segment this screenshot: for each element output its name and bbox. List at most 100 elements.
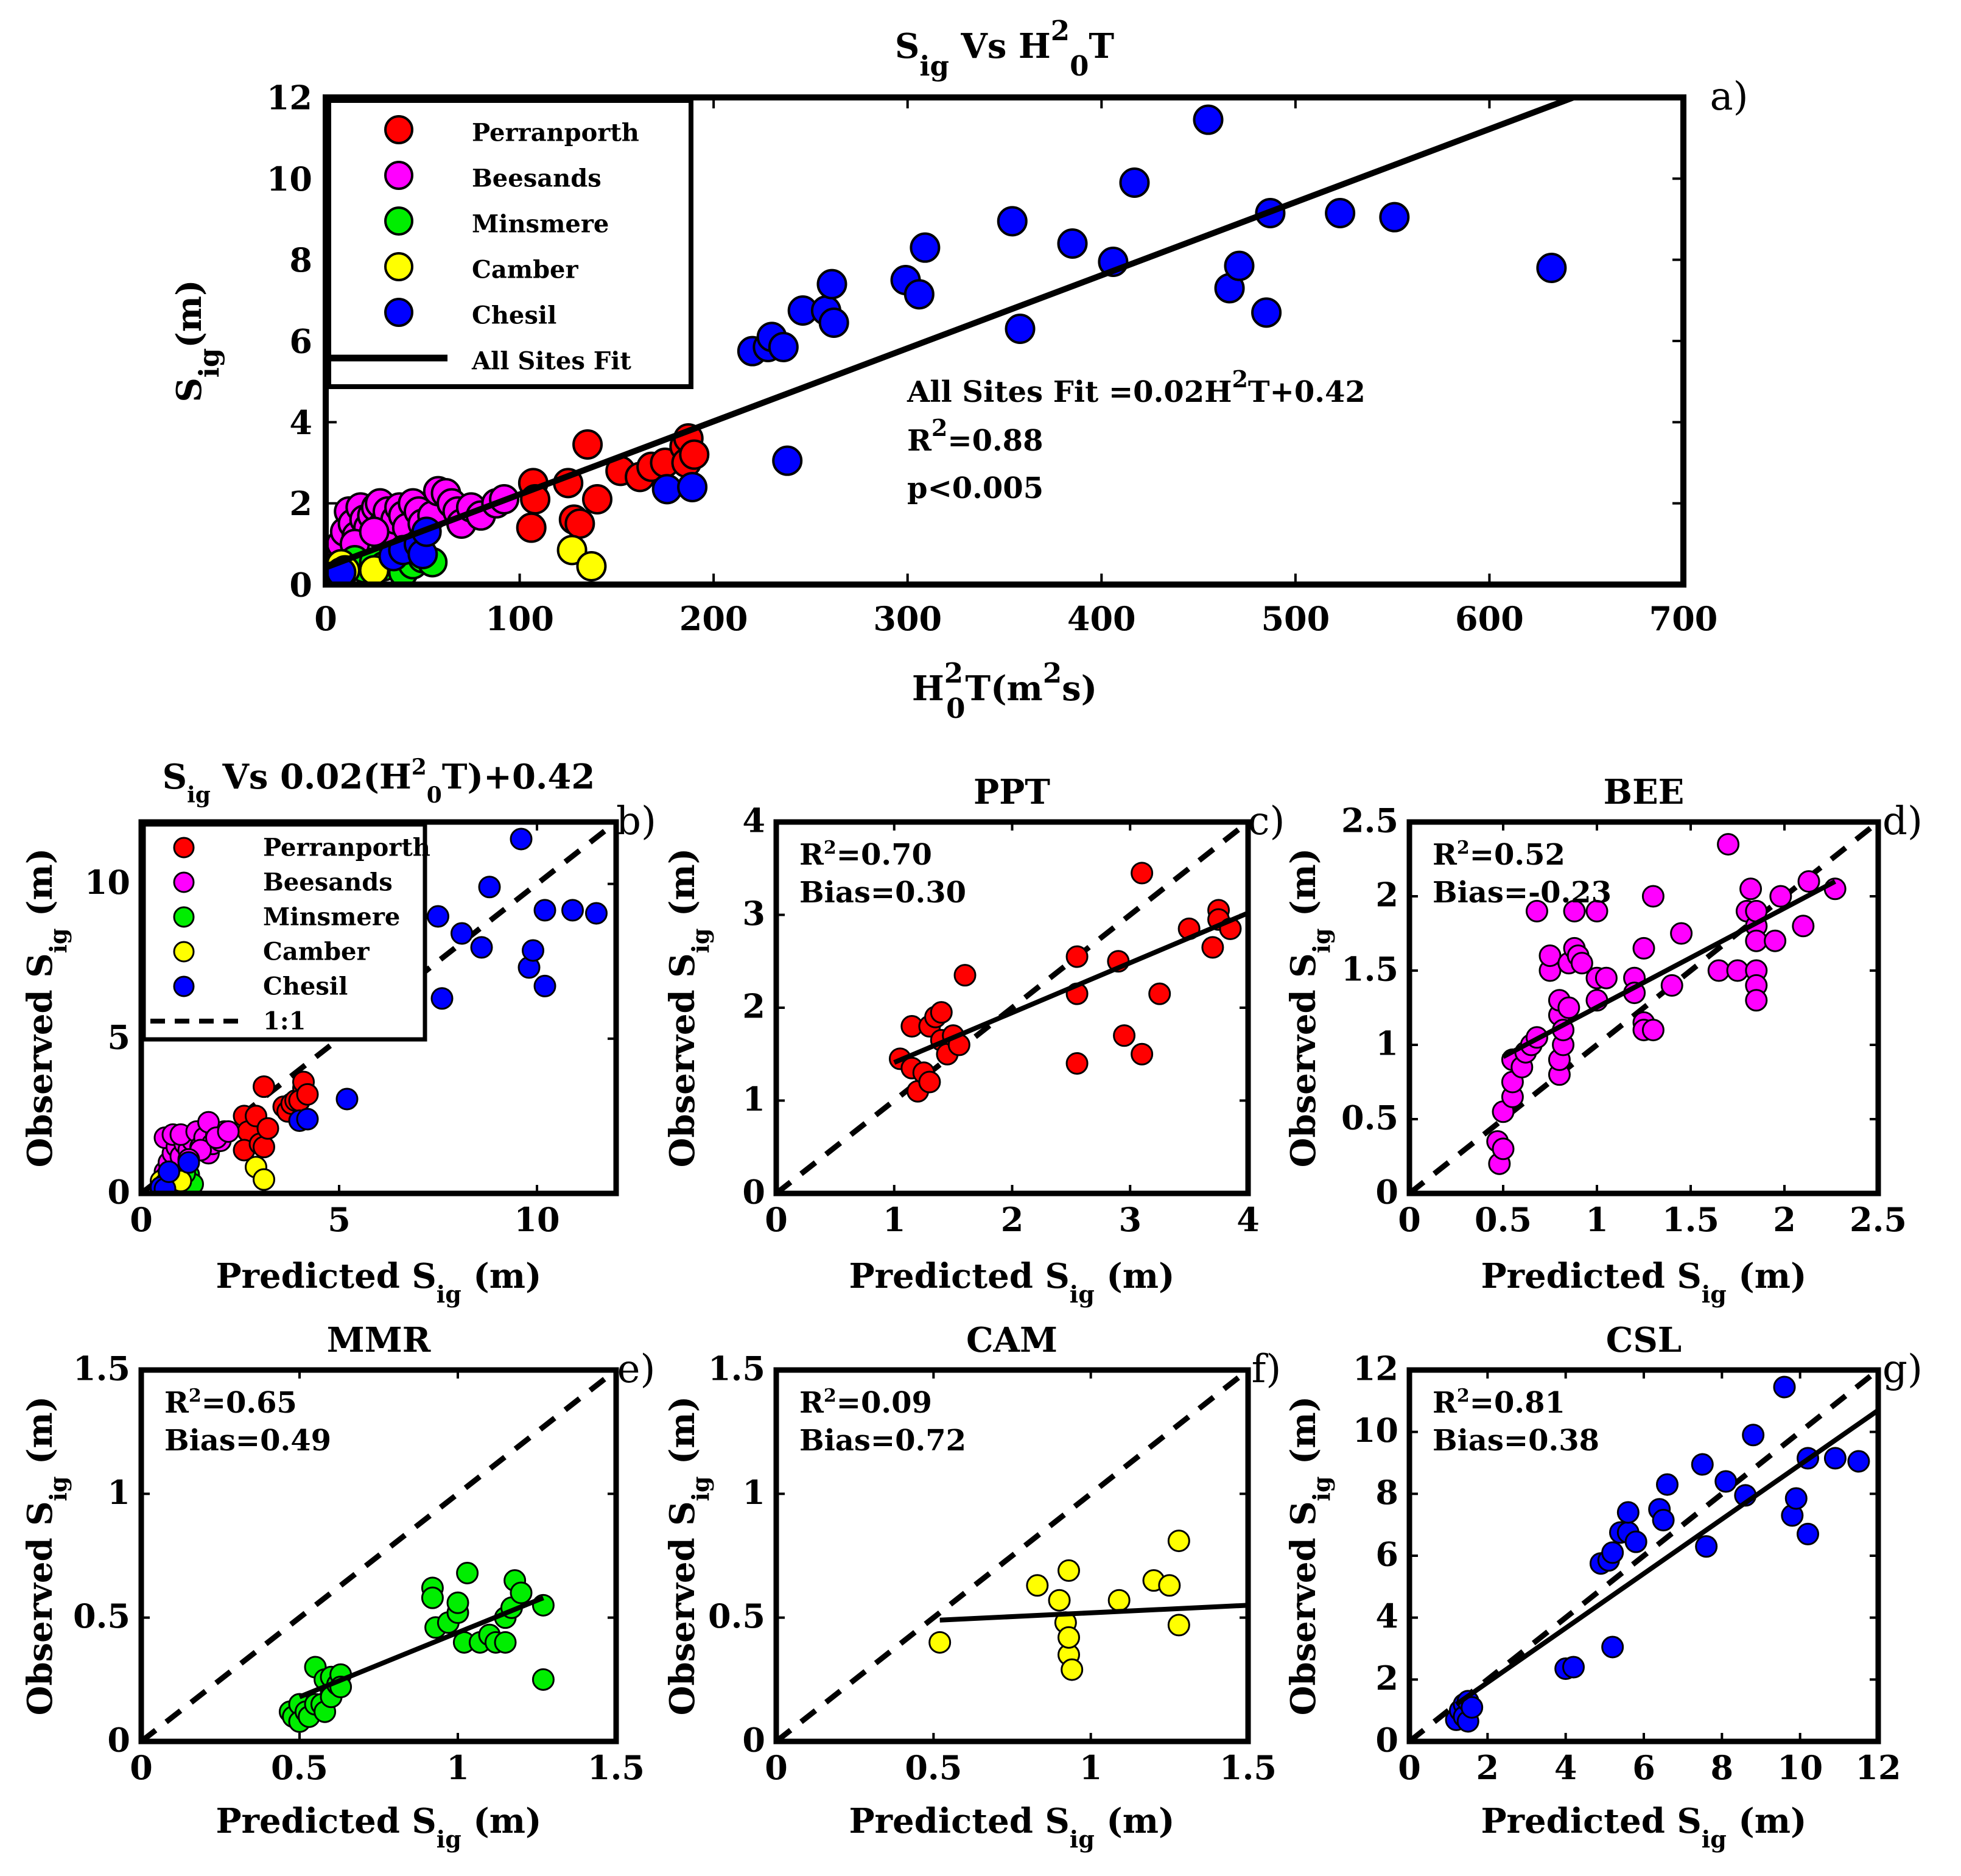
data-point <box>1742 1424 1765 1447</box>
axes-frame <box>1406 819 1881 1196</box>
data-point <box>478 876 501 899</box>
data-point <box>772 445 803 476</box>
data-point <box>677 472 708 502</box>
panel-label: f) <box>1252 1347 1282 1392</box>
r-squared-label: R2=0.81 <box>1433 1385 1565 1420</box>
bias-label: Bias=0.72 <box>799 1424 966 1458</box>
data-point <box>1656 1473 1679 1496</box>
fit-line <box>298 1595 544 1699</box>
plot-area <box>326 97 1582 585</box>
y-tick-label: 2 <box>1375 876 1398 915</box>
x-tick-label: 0 <box>765 1200 788 1239</box>
panel-d: BEE d) 0 0.5 1 1.5 2 2.5 0 0.5 1 1.5 2 2.5 Predicted S… <box>1283 772 1923 1308</box>
data-point <box>1624 1530 1647 1553</box>
y-tick-label: 10 <box>85 863 130 902</box>
y-tick-label: 8 <box>1375 1473 1398 1512</box>
legend-marker <box>384 298 413 327</box>
legend: Perranporth Beesands Minsmere Camber Chesil A… <box>326 98 693 389</box>
series-chesil <box>1445 1375 1870 1733</box>
panel-label: b) <box>616 799 656 844</box>
data-point <box>576 551 607 581</box>
r-squared-label: R2=0.09 <box>799 1385 932 1420</box>
y-tick-label: 6 <box>289 321 312 360</box>
data-point <box>1058 1626 1080 1649</box>
axes-frame <box>138 1367 619 1744</box>
legend-label: Camber <box>263 938 370 966</box>
data-point <box>1745 989 1768 1012</box>
data-point <box>533 899 556 922</box>
one-to-one-line <box>776 1370 1248 1741</box>
axes-frame <box>1406 1367 1881 1744</box>
data-point <box>1601 1635 1624 1659</box>
x-tick-label: 600 <box>1455 599 1524 638</box>
plot-area <box>1409 1370 1878 1741</box>
data-point <box>1193 104 1224 135</box>
y-tick-label: 2 <box>1375 1659 1398 1698</box>
panel-f: CAM f) 0 0.5 1 1.5 0 0.5 1 1.5 Predicted Sig (m) Ob… <box>662 1320 1281 1853</box>
data-point <box>1739 877 1763 901</box>
x-tick-label: 1 <box>1079 1748 1103 1787</box>
y-tick-label: 1 <box>742 1080 765 1119</box>
x-tick-label: 3 <box>1118 1200 1142 1239</box>
y-tick-label: 1 <box>742 1473 765 1512</box>
legend-marker <box>173 941 195 963</box>
data-point <box>470 936 493 959</box>
data-point <box>451 922 473 945</box>
x-tick-label: 500 <box>1261 599 1330 638</box>
data-point <box>1026 1574 1049 1597</box>
data-point <box>1065 1052 1089 1075</box>
legend-label: 1:1 <box>263 1007 306 1036</box>
y-tick-label: 1.5 <box>73 1349 130 1388</box>
data-point <box>1525 899 1548 922</box>
x-axis-label: Predicted Sig (m) <box>849 1801 1174 1853</box>
data-point <box>556 535 588 566</box>
axes-frame <box>773 819 1251 1196</box>
x-axis-label: Predicted Sig (m) <box>216 1801 541 1853</box>
data-point <box>1784 1487 1808 1510</box>
x-axis-label: Predicted Sig (m) <box>216 1256 541 1308</box>
fit-line <box>893 910 1248 1065</box>
legend-label: Beesands <box>472 164 602 193</box>
x-tick-label: 400 <box>1067 599 1136 638</box>
axes-frame <box>773 1367 1251 1744</box>
fit-line <box>326 97 1582 571</box>
bias-label: Bias=-0.23 <box>1433 876 1612 910</box>
legend-marker <box>384 206 413 236</box>
data-point <box>1652 1509 1675 1532</box>
one-to-one-line <box>1409 822 1878 1193</box>
data-point <box>1670 922 1693 945</box>
data-point <box>1714 1470 1738 1493</box>
data-point <box>1707 959 1730 982</box>
x-tick-label: 2 <box>1773 1200 1796 1239</box>
data-point <box>1773 1375 1796 1399</box>
data-point <box>1797 1522 1819 1545</box>
panel-label: e) <box>617 1347 656 1392</box>
data-point <box>1158 1574 1181 1597</box>
data-point <box>1058 1559 1080 1582</box>
data-point <box>1695 1535 1718 1558</box>
y-tick-label: 4 <box>1375 1597 1398 1635</box>
data-point <box>253 1168 275 1191</box>
data-point <box>427 905 449 928</box>
legend-marker <box>173 975 195 997</box>
data-point <box>510 827 533 851</box>
data-point <box>421 1586 444 1609</box>
plot-area <box>1409 822 1878 1193</box>
y-tick-label: 1 <box>1375 1024 1398 1063</box>
data-point <box>1061 1658 1084 1681</box>
data-point <box>1601 1541 1624 1564</box>
data-point <box>679 439 710 470</box>
data-point <box>1660 974 1683 997</box>
y-tick-label: 0.5 <box>1341 1098 1398 1137</box>
data-point <box>816 269 847 300</box>
data-point <box>256 1117 279 1140</box>
chart-title: CAM <box>966 1320 1058 1360</box>
legend-label: Chesil <box>263 972 348 1001</box>
legend-label: Perranporth <box>472 119 639 147</box>
y-tick-label: 0.5 <box>73 1597 130 1635</box>
x-tick-label: 1 <box>883 1200 906 1239</box>
data-point <box>1726 959 1749 982</box>
bias-label: Bias=0.30 <box>799 876 966 910</box>
r-squared-label: R2=0.65 <box>164 1385 297 1420</box>
